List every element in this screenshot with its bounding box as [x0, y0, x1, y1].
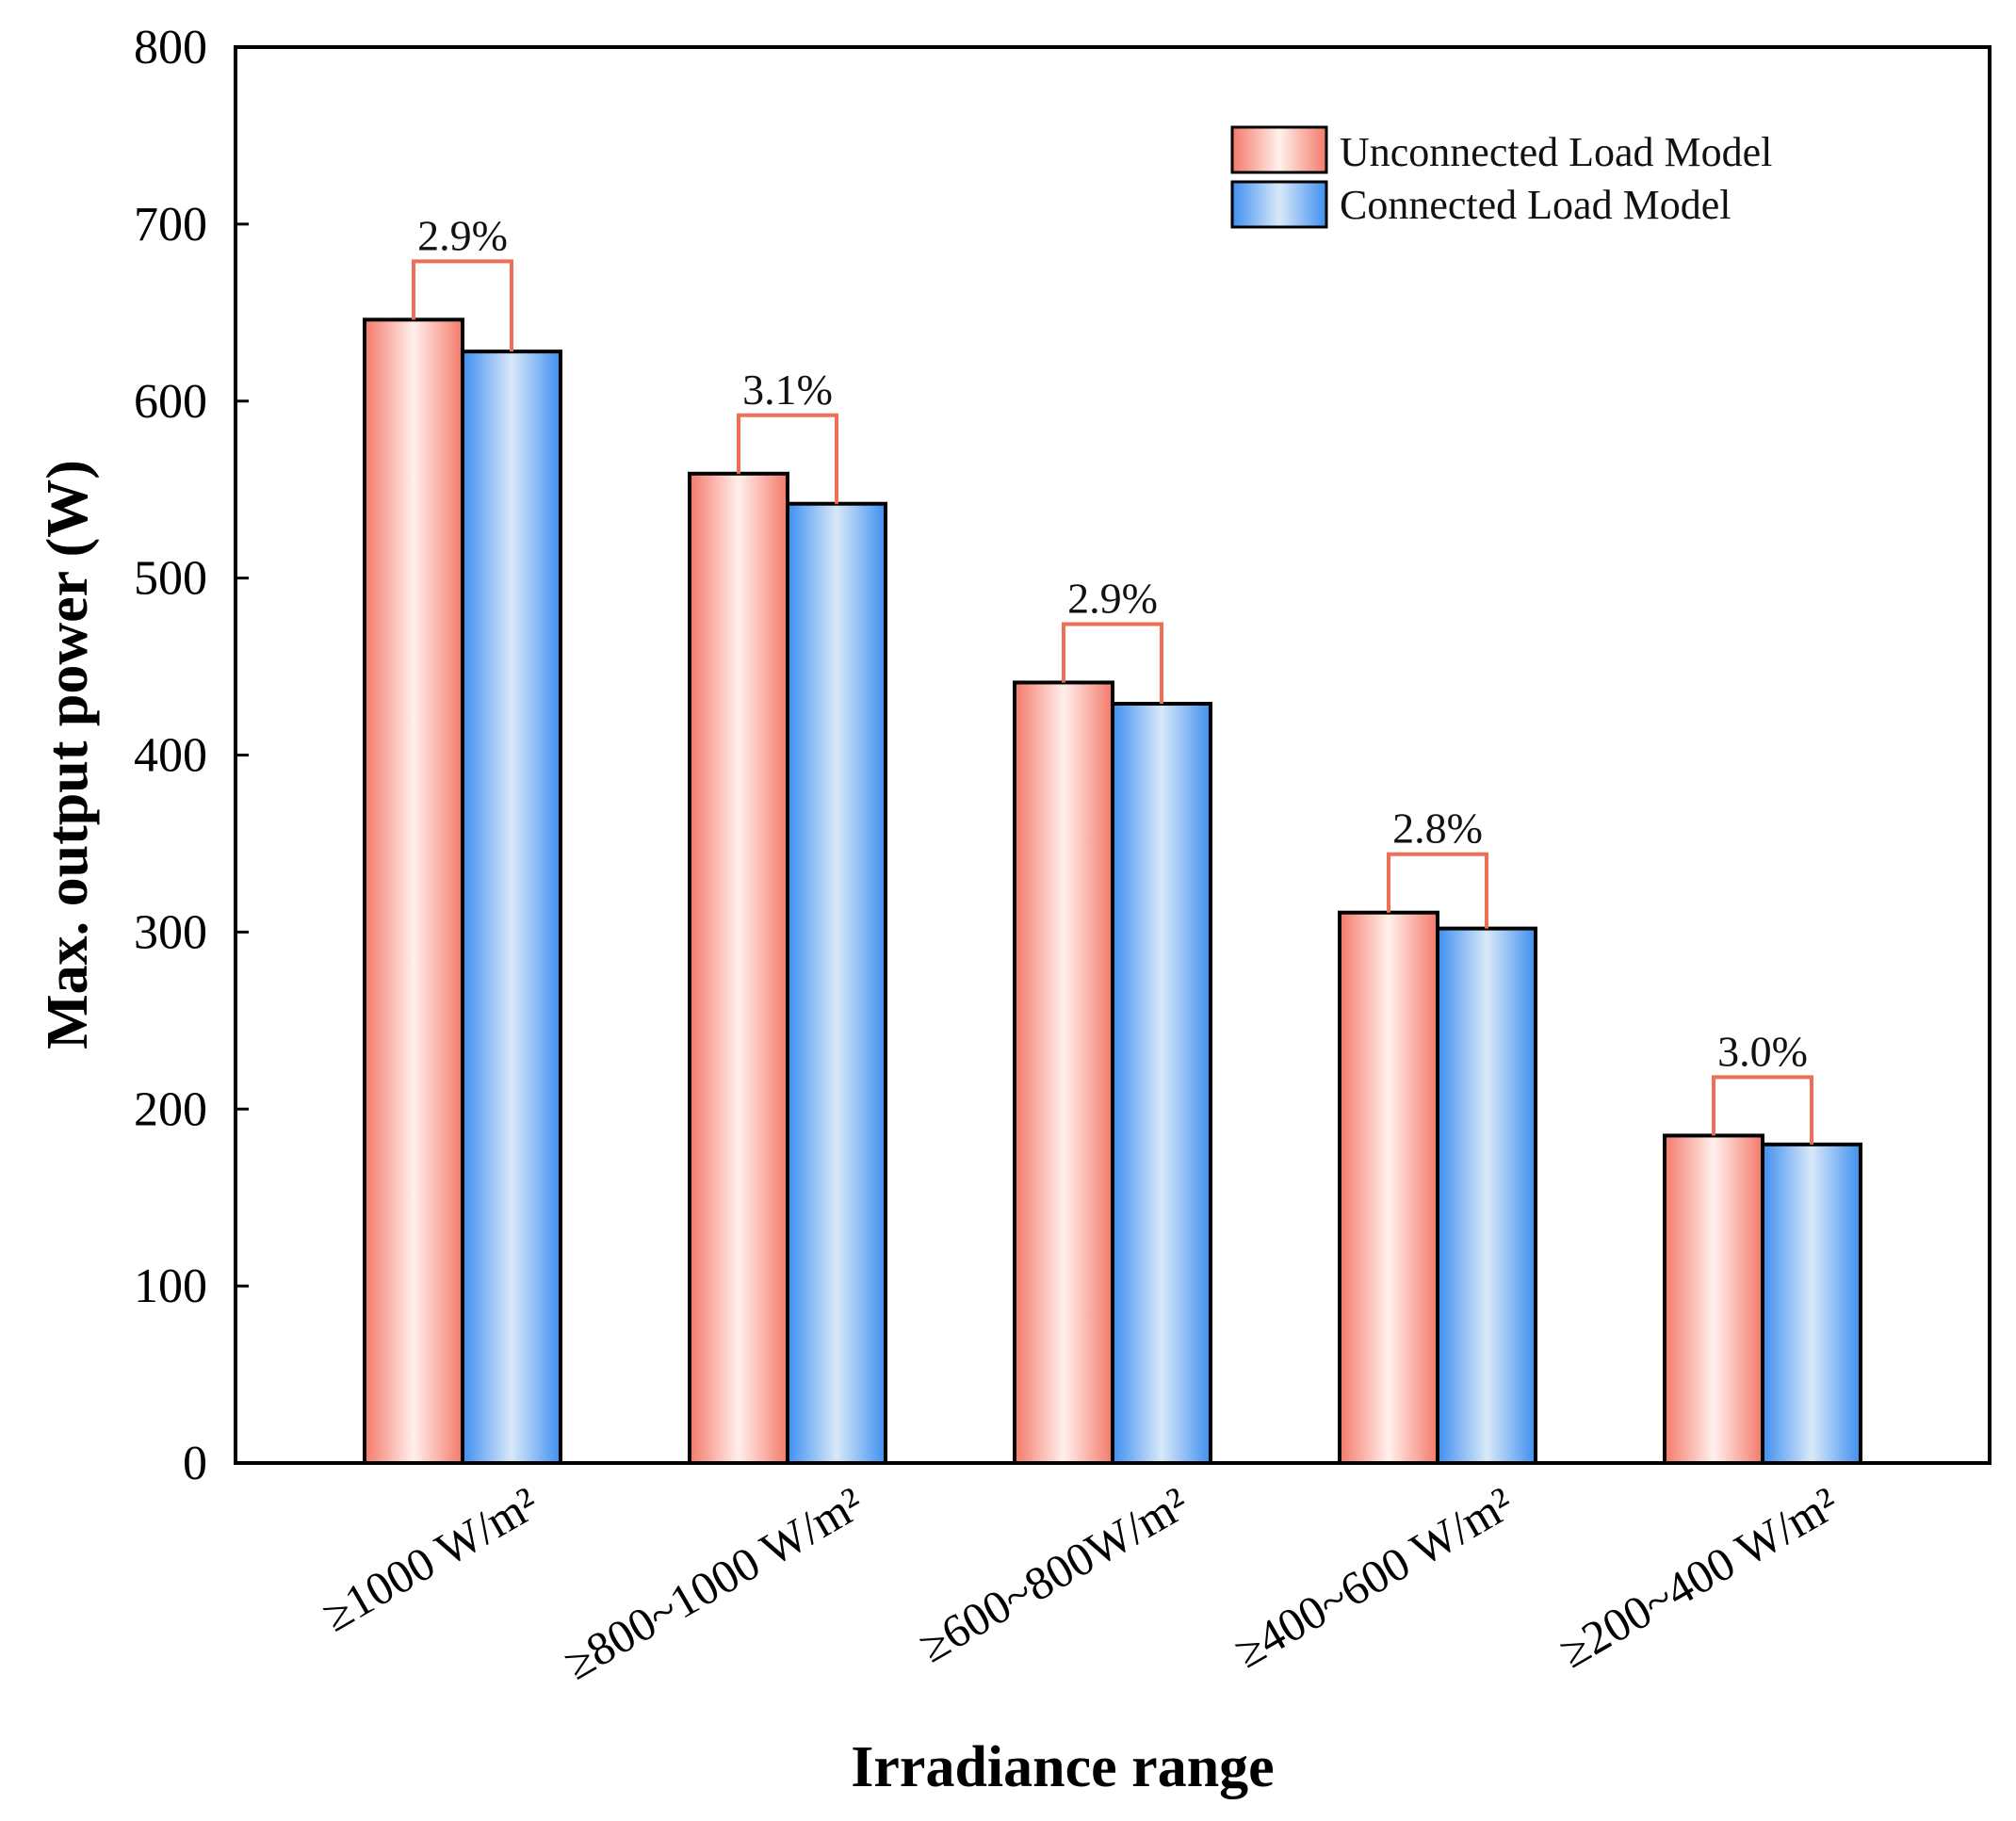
legend: Unconnected Load Model Connected Load Mo… — [1230, 125, 1772, 229]
x-category-label: ≥200~400 W/m² — [1551, 1476, 1847, 1678]
x-axis-title: Irradiance range — [851, 1735, 1274, 1799]
y-tick-label: 300 — [134, 905, 207, 959]
y-tick-label: 0 — [183, 1437, 207, 1490]
difference-label: 3.1% — [742, 366, 833, 414]
difference-label: 2.9% — [417, 211, 508, 259]
difference-label: 2.8% — [1392, 805, 1483, 853]
y-axis-title: Max. output power (W) — [36, 460, 100, 1049]
y-tick-label: 700 — [134, 198, 207, 252]
bar-unconnected — [1338, 910, 1439, 1465]
bar-unconnected — [688, 471, 789, 1465]
y-axis: 0 100 200 300 400 500 600 700 800 — [134, 21, 249, 1490]
legend-swatch-connected — [1230, 180, 1328, 229]
y-tick-label: 400 — [134, 729, 207, 783]
bar-unconnected — [363, 317, 464, 1465]
y-tick-label: 200 — [134, 1082, 207, 1136]
annotations-layer: 2.9% 3.1% 2.9% 2.8% 3.0% — [412, 211, 1813, 1145]
difference-bracket — [412, 259, 513, 352]
bar-connected — [1436, 926, 1537, 1465]
x-category-label: ≥600~800W/m² — [910, 1476, 1197, 1672]
x-category-label: ≥1000 W/m² — [314, 1476, 547, 1642]
x-axis: ≥1000 W/m² ≥800~1000 W/m² ≥600~800W/m² ≥400… — [314, 1476, 1847, 1690]
difference-bracket — [1712, 1075, 1813, 1145]
y-tick-label: 800 — [134, 21, 207, 74]
difference-label: 2.9% — [1067, 574, 1158, 622]
difference-bracket — [1387, 852, 1488, 929]
bar-connected — [1761, 1142, 1862, 1465]
bars-layer — [363, 317, 1862, 1466]
legend-swatch-unconnected — [1230, 125, 1328, 174]
bar-connected — [786, 501, 887, 1465]
bar-connected — [1111, 702, 1212, 1465]
difference-bracket — [1062, 622, 1163, 705]
legend-label-unconnected: Unconnected Load Model — [1340, 129, 1772, 175]
bar-unconnected — [1663, 1133, 1764, 1466]
legend-label-connected: Connected Load Model — [1340, 182, 1731, 228]
y-tick-label: 600 — [134, 375, 207, 429]
y-tick-label: 100 — [134, 1260, 207, 1313]
difference-bracket — [737, 413, 838, 504]
bar-connected — [461, 350, 562, 1465]
bar-unconnected — [1013, 680, 1114, 1465]
x-category-label: ≥800~1000 W/m² — [555, 1476, 871, 1690]
y-tick-label: 500 — [134, 552, 207, 606]
difference-label: 3.0% — [1717, 1027, 1808, 1075]
x-category-label: ≥400~600 W/m² — [1226, 1476, 1522, 1678]
